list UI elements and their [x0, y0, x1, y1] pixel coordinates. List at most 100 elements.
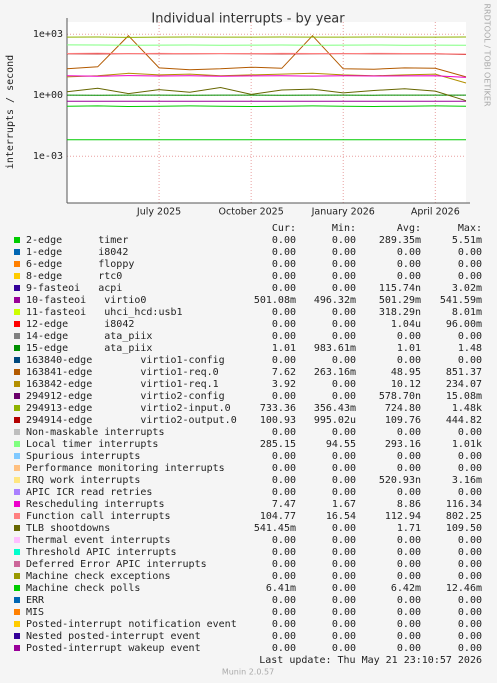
legend-avg: 1.01 [397, 343, 421, 354]
legend-name: Thermal event interrupts [26, 535, 171, 546]
legend-name: Posted-interrupt wakeup event [26, 643, 201, 654]
legend-swatch [14, 441, 20, 447]
legend-avg: 293.16 [385, 439, 421, 450]
legend-avg: 0.00 [397, 247, 421, 258]
y-tick-label: 1e+03 [33, 29, 63, 40]
series-line [66, 34, 467, 78]
legend-swatch [14, 297, 20, 303]
legend-name: Performance monitoring interrupts [26, 463, 225, 474]
legend-name: 294912-edge virtio2-config [26, 391, 225, 402]
legend-min: 0.00 [332, 307, 356, 318]
legend-cur: 0.00 [272, 259, 296, 270]
series-line [66, 86, 467, 102]
legend-min: 356.43m [314, 403, 356, 414]
legend-name: 9-fasteoi acpi [26, 283, 122, 294]
legend-cur: 0.00 [272, 547, 296, 558]
legend-cur: 0.00 [272, 595, 296, 606]
legend-max: 444.82 [446, 415, 482, 426]
legend-avg: 6.42m [391, 583, 421, 594]
legend-min: 0.00 [332, 391, 356, 402]
legend-cur: 0.00 [272, 619, 296, 630]
legend-max: 0.00 [458, 559, 482, 570]
legend-cur: 7.47 [272, 499, 296, 510]
legend-avg: 501.29m [379, 295, 421, 306]
legend-min: 995.02u [314, 415, 356, 426]
legend-name: Machine check polls [26, 583, 140, 594]
legend-name: Non-maskable interrupts [26, 427, 164, 438]
legend-avg: 1.71 [397, 523, 421, 534]
legend-min: 983.61m [314, 343, 356, 354]
legend-cur: 0.00 [272, 331, 296, 342]
legend-max: 15.08m [446, 391, 482, 402]
legend-name: 163840-edge virtio1-config [26, 355, 225, 366]
legend-cur: 0.00 [272, 463, 296, 474]
legend-avg: 0.00 [397, 631, 421, 642]
legend-min: 0.00 [332, 331, 356, 342]
legend-min: 94.55 [326, 439, 356, 450]
legend-name: 12-edge i8042 [26, 319, 134, 330]
legend-name: 6-edge floppy [26, 259, 134, 270]
legend-avg: 0.00 [397, 259, 421, 270]
legend-swatch [14, 453, 20, 459]
x-tick-label: April 2026 [411, 207, 460, 218]
legend-avg: 578.70n [379, 391, 421, 402]
legend-swatch [14, 405, 20, 411]
legend-min: 0.00 [332, 631, 356, 642]
legend-min: 0.00 [332, 535, 356, 546]
legend-name: Rescheduling interrupts [26, 499, 164, 510]
legend-avg: 0.00 [397, 547, 421, 558]
legend-name: 11-fasteoi uhci_hcd:usb1 [26, 307, 183, 318]
legend-cur: 0.00 [272, 427, 296, 438]
legend-avg: 1.04u [391, 319, 421, 330]
legend-swatch [14, 477, 20, 483]
legend-cur: 0.00 [272, 283, 296, 294]
legend-min: 0.00 [332, 595, 356, 606]
legend-name: Deferred Error APIC interrupts [26, 559, 207, 570]
legend-cur: 6.41m [266, 583, 296, 594]
legend-cur: 0.00 [272, 559, 296, 570]
legend-max: 0.00 [458, 619, 482, 630]
y-axis-label: interrupts / second [5, 55, 16, 169]
legend-cur: 0.00 [272, 607, 296, 618]
legend-header: Max: [458, 223, 482, 234]
legend-min: 0.00 [332, 355, 356, 366]
legend-avg: 115.74n [379, 283, 421, 294]
legend-swatch [14, 429, 20, 435]
legend-name: 15-edge ata_piix [26, 343, 152, 354]
legend-cur: 0.00 [272, 307, 296, 318]
legend-cur: 0.00 [272, 475, 296, 486]
legend-avg: 0.00 [397, 571, 421, 582]
legend-avg: 109.76 [385, 415, 421, 426]
legend-max: 0.00 [458, 427, 482, 438]
legend-max: 12.46m [446, 583, 482, 594]
legend-max: 1.01k [452, 439, 482, 450]
legend-min: 0.00 [332, 259, 356, 270]
legend-min: 0.00 [332, 379, 356, 390]
legend-avg: 0.00 [397, 535, 421, 546]
legend-name: Nested posted-interrupt event [26, 631, 201, 642]
legend-avg: 0.00 [397, 463, 421, 474]
legend-name: 14-edge ata_piix [26, 331, 152, 342]
legend-max: 541.59m [440, 295, 482, 306]
chart-title: Individual interrupts - by year [151, 12, 345, 27]
legend-cur: 0.00 [272, 535, 296, 546]
legend-swatch [14, 513, 20, 519]
legend-min: 0.00 [332, 235, 356, 246]
legend-min: 0.00 [332, 523, 356, 534]
legend-cur: 7.62 [272, 367, 296, 378]
legend-avg: 0.00 [397, 355, 421, 366]
legend-swatch [14, 261, 20, 267]
legend-min: 0.00 [332, 451, 356, 462]
legend-min: 1.67 [332, 499, 356, 510]
legend-name: IRQ work interrupts [26, 475, 140, 486]
legend-cur: 100.93 [260, 415, 296, 426]
series-line [66, 52, 467, 55]
legend-avg: 0.00 [397, 271, 421, 282]
legend-cur: 0.00 [272, 319, 296, 330]
legend-max: 116.34 [446, 499, 482, 510]
legend-cur: 285.15 [260, 439, 296, 450]
legend-cur: 0.00 [272, 643, 296, 654]
legend-max: 0.00 [458, 331, 482, 342]
legend-swatch [14, 645, 20, 651]
legend-cur: 3.92 [272, 379, 296, 390]
